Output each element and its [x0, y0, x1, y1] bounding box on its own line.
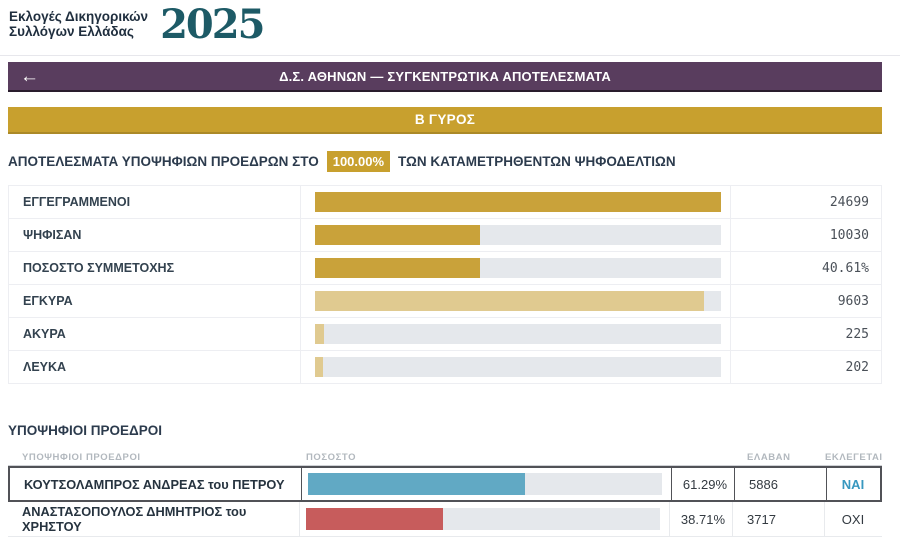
- bar-track: [315, 291, 721, 311]
- stat-label: ΨΗΦΙΣΑΝ: [9, 219, 301, 251]
- candidate-bar-cell: [302, 468, 672, 500]
- stat-value: 9603: [837, 293, 869, 309]
- bar-track: [315, 324, 721, 344]
- stat-bar-cell: [301, 252, 731, 284]
- column-header-percent: ΠΟΣΟΣΤΟ: [306, 451, 357, 463]
- candidate-bar-fill: [306, 508, 444, 530]
- bar-track: [315, 357, 721, 377]
- bar-track: [315, 258, 721, 278]
- page-header: ← Δ.Σ. ΑΘΗΝΩΝ — ΣΥΓΚΕΝΤΡΩΤΙΚΑ ΑΠΟΤΕΛΕΣΜΑ…: [8, 62, 882, 92]
- bar-track: [308, 473, 662, 495]
- bar-track: [315, 225, 721, 245]
- main-content: ← Δ.Σ. ΑΘΗΝΩΝ — ΣΥΓΚΕΝΤΡΩΤΙΚΑ ΑΠΟΤΕΛΕΣΜΑ…: [8, 62, 882, 537]
- round-banner: Β ΓΥΡΟΣ: [8, 107, 882, 134]
- logo-text: Εκλογές Δικηγορικών Συλλόγων Ελλάδας: [9, 7, 148, 40]
- stat-row: ΑΚΥΡΑ 225: [9, 318, 881, 351]
- stat-bar-fill: [315, 192, 721, 212]
- progress-line: ΑΠΟΤΕΛΕΣΜΑΤΑ ΥΠΟΨΗΦΙΩΝ ΠΡΟΕΔΡΩΝ ΣΤΟ 100.…: [8, 151, 882, 172]
- candidate-votes: 3717: [733, 502, 825, 536]
- stat-bar-fill: [315, 225, 480, 245]
- progress-suffix: ΤΩΝ ΚΑΤΑΜΕΤΡΗΘΕΝΤΩΝ ΨΗΦΟΔΕΛΤΙΩΝ: [398, 154, 676, 169]
- stat-bar-fill: [315, 357, 324, 377]
- candidate-name: ΑΝΑΣΤΑΣΟΠΟΥΛΟΣ ΔΗΜΗΤΡΙΟΣ του ΧΡΗΣΤΟΥ: [8, 502, 300, 536]
- stat-bar-cell: [301, 351, 731, 383]
- candidate-votes: 5886: [735, 468, 827, 500]
- bar-track: [315, 192, 721, 212]
- stat-bar-cell: [301, 318, 731, 350]
- stat-bar-fill: [315, 258, 480, 278]
- candidates-table: ΚΟΥΤΣΟΛΑΜΠΡΟΣ ΑΝΔΡΕΑΣ του ΠΕΤΡΟΥ 61.29% …: [8, 466, 882, 537]
- logo-year: 2025: [160, 1, 265, 48]
- stat-label: ΕΓΚΥΡΑ: [9, 285, 301, 317]
- stat-value: 10030: [829, 227, 869, 243]
- stat-row: ΕΓΓΕΓΡΑΜΜΕΝΟΙ 24699: [9, 186, 881, 219]
- stat-label: ΑΚΥΡΑ: [9, 318, 301, 350]
- stat-bar-cell: [301, 285, 731, 317]
- candidate-name: ΚΟΥΤΣΟΛΑΜΠΡΟΣ ΑΝΔΡΕΑΣ του ΠΕΤΡΟΥ: [10, 468, 302, 500]
- stat-bar-fill: [315, 324, 324, 344]
- progress-percent-badge: 100.00%: [326, 151, 391, 172]
- candidate-percent: 61.29%: [672, 468, 735, 500]
- column-header-elected: ΕΚΛΕΓΕΤΑΙ: [825, 451, 883, 463]
- stat-bar-cell: [301, 186, 731, 218]
- candidate-bar-cell: [300, 502, 670, 536]
- stat-bar-cell: [301, 219, 731, 251]
- candidate-elected-status: ΟΧΙ: [841, 511, 865, 527]
- candidates-table-header: ΥΠΟΨΗΦΙΟΙ ΠΡΟΕΔΡΟΙ ΠΟΣΟΣΤΟ ΕΛΑΒΑΝ ΕΚΛΕΓΕ…: [8, 449, 882, 466]
- page-title: Δ.Σ. ΑΘΗΝΩΝ — ΣΥΓΚΕΝΤΡΩΤΙΚΑ ΑΠΟΤΕΛΕΣΜΑΤΑ: [279, 68, 611, 84]
- candidates-section-title: ΥΠΟΨΗΦΙΟΙ ΠΡΟΕΔΡΟΙ: [8, 423, 162, 438]
- stat-value: 24699: [829, 194, 869, 210]
- stats-table: ΕΓΓΕΓΡΑΜΜΕΝΟΙ 24699 ΨΗΦΙΣΑΝ 10030 ΠΟΣΟΣΤ…: [8, 185, 882, 384]
- back-button[interactable]: ←: [20, 65, 39, 87]
- bar-track: [306, 508, 660, 530]
- logo-line2: Συλλόγων Ελλάδας: [9, 23, 134, 39]
- stat-label: ΛΕΥΚΑ: [9, 351, 301, 383]
- candidate-percent: 38.71%: [670, 502, 733, 536]
- stat-label: ΕΓΓΕΓΡΑΜΜΕΝΟΙ: [9, 186, 301, 218]
- site-logo[interactable]: Εκλογές Δικηγορικών Συλλόγων Ελλάδας 202…: [9, 1, 265, 48]
- top-bar: Εκλογές Δικηγορικών Συλλόγων Ελλάδας 202…: [0, 0, 900, 56]
- progress-prefix: ΑΠΟΤΕΛΕΣΜΑΤΑ ΥΠΟΨΗΦΙΩΝ ΠΡΟΕΔΡΩΝ ΣΤΟ: [8, 154, 319, 169]
- stat-value: 40.61%: [822, 260, 869, 276]
- candidate-row[interactable]: ΚΟΥΤΣΟΛΑΜΠΡΟΣ ΑΝΔΡΕΑΣ του ΠΕΤΡΟΥ 61.29% …: [8, 466, 882, 502]
- stat-row: ΠΟΣΟΣΤΟ ΣΥΜΜΕΤΟΧΗΣ 40.61%: [9, 252, 881, 285]
- column-header-votes: ΕΛΑΒΑΝ: [747, 451, 791, 463]
- stat-row: ΨΗΦΙΣΑΝ 10030: [9, 219, 881, 252]
- logo-line1: Εκλογές Δικηγορικών: [9, 9, 149, 24]
- candidate-elected-status: ΝΑΙ: [841, 476, 865, 492]
- stat-row: ΛΕΥΚΑ 202: [9, 351, 881, 384]
- stat-value: 202: [845, 359, 869, 375]
- candidate-bar-fill: [308, 473, 525, 495]
- stat-bar-fill: [315, 291, 704, 311]
- stat-row: ΕΓΚΥΡΑ 9603: [9, 285, 881, 318]
- candidate-row[interactable]: ΑΝΑΣΤΑΣΟΠΟΥΛΟΣ ΔΗΜΗΤΡΙΟΣ του ΧΡΗΣΤΟΥ 38.…: [8, 502, 882, 537]
- column-header-name: ΥΠΟΨΗΦΙΟΙ ΠΡΟΕΔΡΟΙ: [22, 451, 141, 463]
- stat-value: 225: [845, 326, 869, 342]
- stat-label: ΠΟΣΟΣΤΟ ΣΥΜΜΕΤΟΧΗΣ: [9, 252, 301, 284]
